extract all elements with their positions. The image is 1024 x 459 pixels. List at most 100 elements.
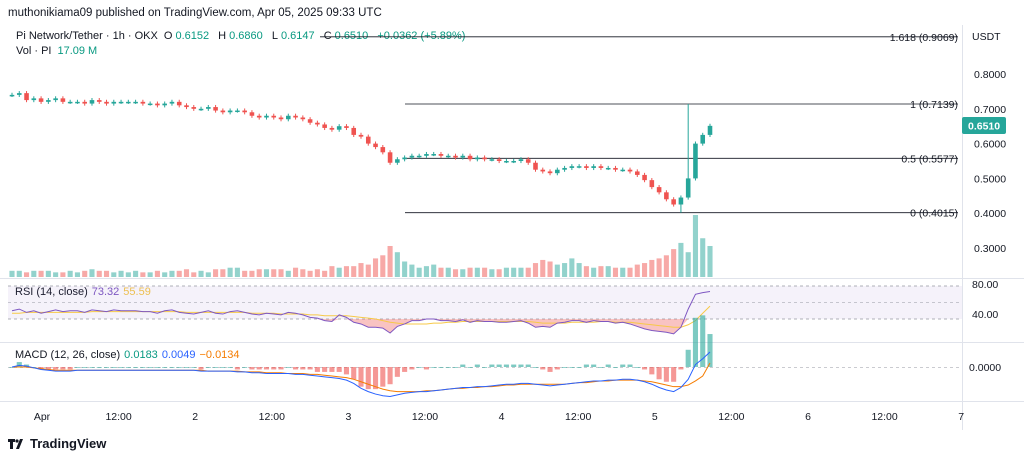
volume-bar (671, 249, 677, 277)
macd-histogram-bar (125, 367, 131, 368)
rsi-ma-line[interactable] (12, 305, 711, 328)
volume-bar (627, 267, 633, 277)
currency-label[interactable]: USDT (972, 31, 1001, 43)
time-axis-tick[interactable]: 12:00 (871, 411, 897, 423)
rsi-legend: RSI (14, close) 73.32 55.59 (15, 286, 151, 298)
macd-histogram-bar (518, 364, 524, 367)
time-axis-tick[interactable]: Apr (34, 411, 51, 423)
volume-bar (263, 269, 270, 277)
volume-bar (227, 267, 233, 277)
volume-bar (31, 270, 37, 277)
time-axis-tick[interactable]: 12:00 (412, 411, 438, 423)
candle-body (627, 169, 633, 172)
time-axis-tick[interactable]: 12:00 (259, 411, 285, 423)
rsi-label[interactable]: RSI (14, close) (15, 286, 88, 298)
rsi-line[interactable] (11, 291, 711, 335)
price-axis-tick[interactable]: 0.7000 (974, 104, 1006, 116)
candle-body (605, 167, 611, 170)
macd-label[interactable]: MACD (12, 26, close) (15, 349, 121, 361)
candle-body (344, 126, 349, 128)
macd-histogram-bar (474, 364, 480, 367)
candle-body (184, 105, 189, 108)
candle-body (656, 187, 662, 193)
macd-histogram-bar (591, 364, 597, 367)
macd-line[interactable] (11, 351, 711, 398)
candle-body (671, 199, 676, 205)
candle-body (67, 101, 73, 104)
macd-histogram-bar (467, 367, 473, 368)
volume-bar (293, 267, 299, 277)
price-axis-tick[interactable]: 0.6000 (974, 139, 1006, 151)
candle-body (111, 101, 117, 104)
macd-histogram-bar (147, 367, 153, 368)
volume-bar (147, 272, 153, 277)
price-axis-tick[interactable]: 0.4000 (974, 208, 1006, 220)
time-axis-tick[interactable]: 3 (345, 411, 351, 423)
price-axis-tick[interactable]: 0.5000 (974, 173, 1006, 185)
time-axis-tick[interactable]: 7 (958, 411, 964, 423)
macd-histogram-bar (293, 367, 299, 370)
macd-histogram-bar (118, 367, 124, 368)
candle-body (213, 107, 218, 111)
volume-bar (663, 255, 669, 277)
price-axis-tick[interactable]: 0.3000 (974, 243, 1006, 255)
macd-histogram-bar (649, 367, 655, 375)
candle-body (555, 169, 560, 174)
volume-bar (103, 270, 110, 277)
time-axis-tick[interactable]: 2 (192, 411, 198, 423)
time-axis-tick[interactable]: 4 (499, 411, 505, 423)
volume-bar (598, 266, 604, 277)
time-axis-tick[interactable]: 6 (805, 411, 811, 423)
macd-histogram-bar (234, 367, 240, 370)
volume-label[interactable]: Vol · PI (16, 45, 52, 57)
open-label: O (163, 30, 173, 42)
macd-histogram-bar (111, 367, 117, 368)
macd-histogram-bar (620, 364, 626, 367)
macd-histogram-bar (554, 367, 560, 370)
volume-bar (329, 266, 335, 277)
macd-histogram-bar (656, 367, 662, 380)
time-axis-tick[interactable]: 12:00 (105, 411, 131, 423)
volume-bar (154, 270, 160, 277)
volume-bar (372, 258, 379, 277)
time-axis-tick[interactable]: 12:00 (718, 411, 744, 423)
macd-histogram-bar (438, 367, 444, 368)
macd-histogram-bar (394, 367, 400, 377)
candle-body (96, 100, 102, 102)
volume-bar (402, 261, 408, 277)
rsi-band (8, 286, 962, 319)
candle-body (511, 161, 516, 163)
macd-histogram-bar (220, 367, 226, 368)
candle-body (409, 155, 415, 158)
candle-body (525, 159, 531, 163)
macd-histogram-bar (460, 364, 466, 367)
candle-body (89, 100, 95, 104)
tradingview-footer[interactable]: TradingView (8, 436, 106, 451)
price-axis-tick[interactable]: 0.8000 (974, 69, 1006, 81)
candle-body (649, 180, 655, 188)
candle-body (533, 162, 538, 170)
candle-body (620, 169, 626, 172)
macd-histogram-bar (242, 367, 248, 368)
macd-histogram-bar (700, 315, 706, 367)
volume-bar (416, 267, 422, 277)
candle-body (395, 159, 400, 163)
macd-histogram-bar (496, 364, 502, 367)
candle-body (424, 154, 429, 156)
candle-body (191, 107, 197, 109)
macd-histogram-bar (642, 367, 648, 370)
time-axis-tick[interactable]: 12:00 (565, 411, 591, 423)
volume-bar (460, 269, 466, 277)
macd-histogram-bar (431, 367, 437, 368)
rsi-axis-tick[interactable]: 40.00 (972, 309, 998, 321)
rsi-axis-tick[interactable]: 80.00 (972, 279, 998, 291)
time-axis-tick[interactable]: 5 (652, 411, 658, 423)
symbol-label[interactable]: Pi Network/Tether · 1h · OKX (16, 30, 158, 42)
macd-histogram-bar (67, 367, 73, 370)
macd-histogram-bar (278, 367, 284, 370)
candle-body (293, 115, 298, 118)
volume-bar (249, 270, 255, 277)
macd-axis-tick[interactable]: 0.0000 (969, 362, 1001, 374)
volume-bar (343, 266, 350, 277)
